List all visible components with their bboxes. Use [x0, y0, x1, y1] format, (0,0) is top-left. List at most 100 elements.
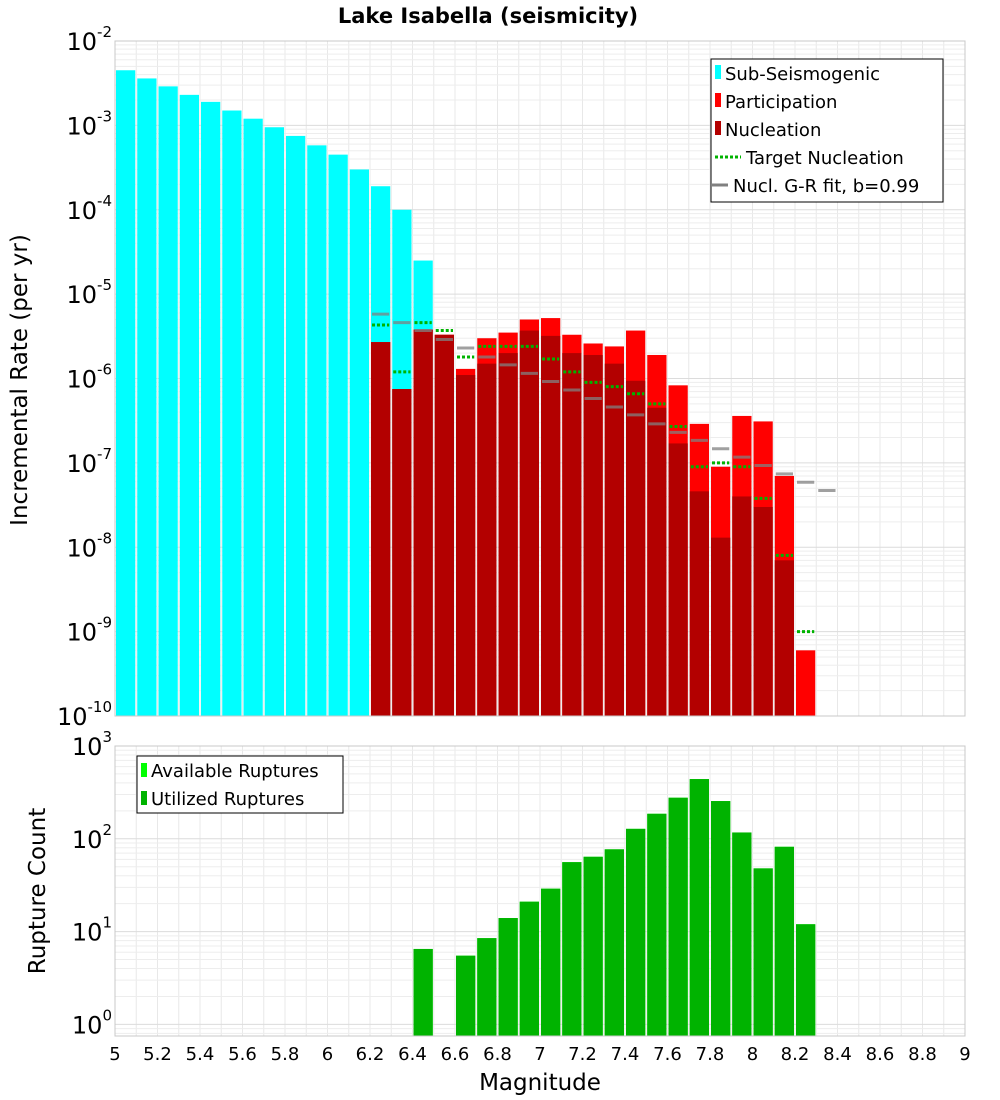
bar-nucleation-6.25: [371, 342, 391, 716]
bar-nucleation-6.45: [413, 329, 433, 716]
bar-sub-seismogenic-5.05: [116, 70, 136, 716]
bar-nucleation-7.15: [562, 353, 582, 716]
bottom-legend: Available Ruptures Utilized Ruptures: [136, 755, 344, 814]
bar-utilized-6.95: [519, 901, 539, 1036]
y-tick-label: 100: [72, 1006, 112, 1039]
bar-utilized-7.65: [668, 797, 688, 1036]
x-tick-label: 5.6: [228, 1044, 257, 1065]
bar-utilized-7.85: [711, 801, 731, 1036]
bottom-legend-box: [136, 755, 344, 814]
bar-utilized-7.75: [689, 779, 709, 1036]
bar-utilized-7.95: [732, 832, 752, 1036]
bar-utilized-6.45: [413, 948, 433, 1036]
bar-nucleation-7.05: [541, 335, 561, 716]
y-tick-label: 10-2: [66, 23, 112, 56]
top-y-axis-title: Incremental Rate (per yr): [7, 234, 33, 526]
y-tick-label: 10-8: [66, 529, 112, 562]
top-y-tick-labels: 10-10 10-9 10-8 10-7 10-6 10-5 10-4 10-3 10-2: [57, 23, 112, 731]
x-tick-label: 6.2: [356, 1044, 385, 1065]
bar-nucleation-8.05: [753, 506, 773, 716]
y-tick-label: 10-6: [66, 361, 112, 394]
bar-nucleation-7.35: [604, 363, 624, 716]
bar-sub-seismogenic-5.65: [243, 118, 263, 716]
x-tick-label: 5.4: [186, 1044, 215, 1065]
legend-label-nucleation: Nucleation: [725, 120, 821, 141]
y-tick-label: 10-9: [66, 614, 112, 647]
bottom-y-axis-title: Rupture Count: [25, 808, 51, 974]
bar-utilized-6.85: [498, 918, 518, 1036]
bar-sub-seismogenic-6.15: [349, 169, 369, 716]
bar-nucleation-7.25: [583, 354, 603, 716]
bar-nucleation-7.65: [668, 443, 688, 716]
legend-label-gr-fit: Nucl. G-R fit, b=0.99: [733, 176, 919, 197]
bar-utilized-7.35: [604, 849, 624, 1036]
bar-nucleation-7.95: [732, 496, 752, 716]
bottom-plot-border: [114, 745, 966, 1037]
x-tick-label: 8.6: [866, 1044, 895, 1065]
bar-nucleation-6.35: [392, 389, 412, 716]
bar-nucleation-7.75: [689, 491, 709, 716]
y-tick-label: 10-10: [57, 698, 112, 731]
x-tick-labels: 5 5.2 5.4 5.6 5.8 6 6.2 6.4 6.6 6.8 7 7.2 7.4 7.6 7.8 8…: [109, 1044, 970, 1065]
y-tick-label: 10-7: [66, 445, 112, 478]
bar-nucleation-7.85: [711, 537, 731, 716]
x-tick-label: 9: [959, 1044, 970, 1065]
bar-nucleation-6.55: [434, 334, 454, 716]
x-tick-label: 8.4: [823, 1044, 852, 1065]
x-tick-label: 7.8: [696, 1044, 725, 1065]
x-axis-title: Magnitude: [479, 1070, 601, 1096]
legend-label-available-ruptures: Available Ruptures: [151, 761, 319, 782]
x-tick-label: 7.4: [611, 1044, 640, 1065]
y-tick-label: 10-3: [66, 107, 112, 140]
legend-label-utilized-ruptures: Utilized Ruptures: [151, 789, 304, 810]
top-line-markers: [372, 312, 836, 634]
bar-sub-seismogenic-5.15: [137, 78, 157, 717]
bar-nucleation-6.85: [498, 353, 518, 716]
top-legend: Sub-Seismogenic Participation Nucleation…: [710, 58, 944, 203]
bar-nucleation-7.45: [626, 380, 646, 716]
bar-nucleation-6.65: [456, 375, 476, 716]
bar-nucleation-6.75: [477, 363, 497, 716]
bottom-gridlines: [114, 745, 966, 1036]
legend-label-target-nucleation: Target Nucleation: [745, 148, 904, 169]
bar-utilized-7.05: [541, 888, 561, 1036]
top-bars: [116, 70, 816, 717]
y-tick-label: 103: [72, 728, 112, 761]
bar-utilized-6.65: [456, 955, 476, 1036]
top-panel: 10-10 10-9 10-8 10-7 10-6 10-5 10-4 10-3 10-2 In…: [7, 23, 966, 731]
legend-swatch-participation: [715, 93, 721, 107]
bar-sub-seismogenic-6.05: [328, 154, 348, 716]
bar-sub-seismogenic-5.25: [158, 86, 178, 716]
bar-sub-seismogenic-5.55: [222, 110, 242, 716]
bar-utilized-7.45: [626, 828, 646, 1036]
bar-participation-8.25: [796, 650, 816, 716]
legend-label-sub-seismogenic: Sub-Seismogenic: [725, 64, 880, 85]
bar-sub-seismogenic-5.35: [179, 94, 199, 716]
x-tick-label: 7.2: [568, 1044, 597, 1065]
bottom-panel: 100 101 102 103 5 5.2 5.4 5.6 5.8 6 6.2 6.4 6.6 6.8 7…: [25, 728, 971, 1096]
bar-utilized-6.75: [477, 938, 497, 1036]
x-tick-label: 5: [109, 1044, 120, 1065]
bar-nucleation-6.95: [519, 330, 539, 716]
chart-title: Lake Isabella (seismicity): [338, 4, 638, 28]
legend-swatch-utilized-ruptures: [141, 791, 147, 805]
bar-utilized-7.15: [562, 862, 582, 1036]
bar-nucleation-8.15: [774, 560, 794, 716]
x-tick-label: 7.6: [653, 1044, 682, 1065]
bar-sub-seismogenic-5.75: [264, 127, 284, 716]
x-tick-label: 6: [322, 1044, 333, 1065]
legend-swatch-available-ruptures: [141, 763, 147, 777]
y-tick-label: 10-4: [66, 192, 112, 225]
bar-utilized-7.55: [647, 813, 667, 1036]
x-tick-label: 6.4: [398, 1044, 427, 1065]
bar-utilized-7.25: [583, 856, 603, 1036]
bottom-bars: [413, 779, 816, 1036]
x-tick-label: 8: [747, 1044, 758, 1065]
x-tick-label: 5.2: [143, 1044, 172, 1065]
legend-label-participation: Participation: [725, 92, 837, 113]
x-tick-label: 6.8: [483, 1044, 512, 1065]
x-tick-label: 8.2: [781, 1044, 810, 1065]
bar-utilized-8.05: [753, 868, 773, 1036]
x-tick-label: 6.6: [441, 1044, 470, 1065]
bar-nucleation-7.55: [647, 407, 667, 716]
